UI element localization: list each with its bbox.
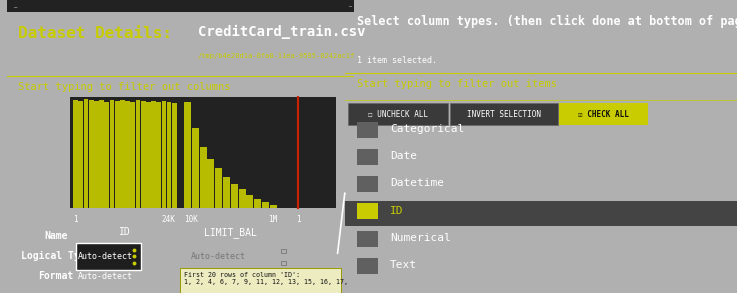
Bar bbox=[181, 280, 186, 284]
Bar bbox=[141, 101, 145, 208]
Text: Categorical: Categorical bbox=[390, 124, 464, 134]
Bar bbox=[192, 128, 199, 208]
Text: ☐ UNCHECK ALL: ☐ UNCHECK ALL bbox=[368, 110, 428, 119]
FancyBboxPatch shape bbox=[559, 103, 648, 125]
Text: 1: 1 bbox=[296, 215, 301, 224]
Text: CreditCard_train.csv: CreditCard_train.csv bbox=[198, 25, 366, 39]
Bar bbox=[172, 103, 177, 208]
Bar bbox=[184, 102, 191, 208]
Bar bbox=[70, 97, 336, 208]
Text: /tmp/b4e20d1a-0fa0-11ea-9595-0242ac1f: /tmp/b4e20d1a-0fa0-11ea-9595-0242ac1f bbox=[198, 53, 355, 59]
Bar bbox=[345, 201, 737, 226]
Text: ID: ID bbox=[119, 227, 131, 237]
FancyBboxPatch shape bbox=[450, 103, 558, 125]
Bar bbox=[254, 199, 261, 208]
Text: Start typing to filter out columns: Start typing to filter out columns bbox=[18, 82, 230, 92]
Text: Auto-detect: Auto-detect bbox=[78, 272, 133, 280]
Text: 1M: 1M bbox=[268, 215, 278, 224]
Bar bbox=[239, 189, 245, 208]
Bar bbox=[262, 202, 269, 208]
Text: 10K: 10K bbox=[184, 215, 198, 224]
Text: ID: ID bbox=[390, 206, 403, 216]
Text: Date: Date bbox=[390, 151, 417, 161]
Bar bbox=[215, 168, 223, 208]
Bar bbox=[161, 101, 167, 208]
Bar bbox=[94, 101, 99, 208]
Bar bbox=[200, 147, 206, 208]
Text: Auto-detect: Auto-detect bbox=[191, 252, 246, 261]
Bar bbox=[167, 102, 172, 208]
Bar bbox=[357, 122, 378, 138]
Text: LIMIT_BAL: LIMIT_BAL bbox=[204, 227, 257, 238]
Bar bbox=[88, 100, 94, 208]
Bar bbox=[357, 203, 378, 219]
Bar bbox=[115, 101, 119, 208]
Bar bbox=[125, 101, 130, 208]
Bar bbox=[99, 100, 104, 208]
Bar bbox=[78, 101, 83, 208]
Bar bbox=[136, 100, 140, 208]
Bar bbox=[146, 102, 150, 208]
Text: 24K: 24K bbox=[161, 215, 175, 224]
Text: —: — bbox=[14, 5, 18, 10]
Bar bbox=[130, 102, 135, 208]
Bar bbox=[110, 100, 114, 208]
Text: Datetime: Datetime bbox=[390, 178, 444, 188]
Text: ☑ CHECK ALL: ☑ CHECK ALL bbox=[579, 110, 629, 119]
FancyBboxPatch shape bbox=[348, 103, 448, 125]
Text: 1 item selected.: 1 item selected. bbox=[357, 56, 437, 65]
FancyBboxPatch shape bbox=[76, 243, 142, 270]
Bar bbox=[231, 183, 238, 208]
Bar bbox=[357, 149, 378, 165]
Bar bbox=[281, 249, 286, 253]
Text: Auto-detect: Auto-detect bbox=[78, 252, 133, 261]
Text: Logical Type: Logical Type bbox=[21, 251, 91, 261]
Bar bbox=[151, 101, 156, 208]
Bar bbox=[105, 102, 109, 208]
Text: First 20 rows of column 'ID':
1, 2, 4, 6, 7, 9, 11, 12, 13, 15, 16, 17,: First 20 rows of column 'ID': 1, 2, 4, 6… bbox=[184, 272, 348, 285]
FancyBboxPatch shape bbox=[180, 268, 341, 293]
Text: Select column types. (then click done at bottom of page):: Select column types. (then click done at… bbox=[357, 15, 737, 28]
Bar bbox=[281, 261, 286, 265]
Bar bbox=[181, 270, 186, 274]
Text: Start typing to filter out items: Start typing to filter out items bbox=[357, 79, 556, 89]
Text: —: — bbox=[349, 4, 352, 9]
Text: Dataset Details:: Dataset Details: bbox=[18, 26, 172, 41]
Text: Numerical: Numerical bbox=[390, 233, 451, 243]
Bar bbox=[357, 231, 378, 247]
Text: Format: Format bbox=[38, 271, 74, 281]
Bar bbox=[357, 258, 378, 274]
Text: 1: 1 bbox=[73, 215, 78, 224]
Bar bbox=[207, 159, 214, 208]
Text: Text: Text bbox=[390, 260, 417, 270]
Bar bbox=[357, 176, 378, 192]
Text: INVERT SELECTION: INVERT SELECTION bbox=[467, 110, 541, 119]
Bar bbox=[156, 102, 161, 208]
Text: Name: Name bbox=[44, 231, 68, 241]
Bar bbox=[7, 0, 354, 12]
Bar bbox=[223, 177, 230, 208]
Bar bbox=[83, 99, 88, 208]
Bar bbox=[120, 100, 125, 208]
Bar bbox=[73, 100, 78, 208]
Bar bbox=[270, 205, 277, 208]
Bar bbox=[246, 195, 254, 208]
